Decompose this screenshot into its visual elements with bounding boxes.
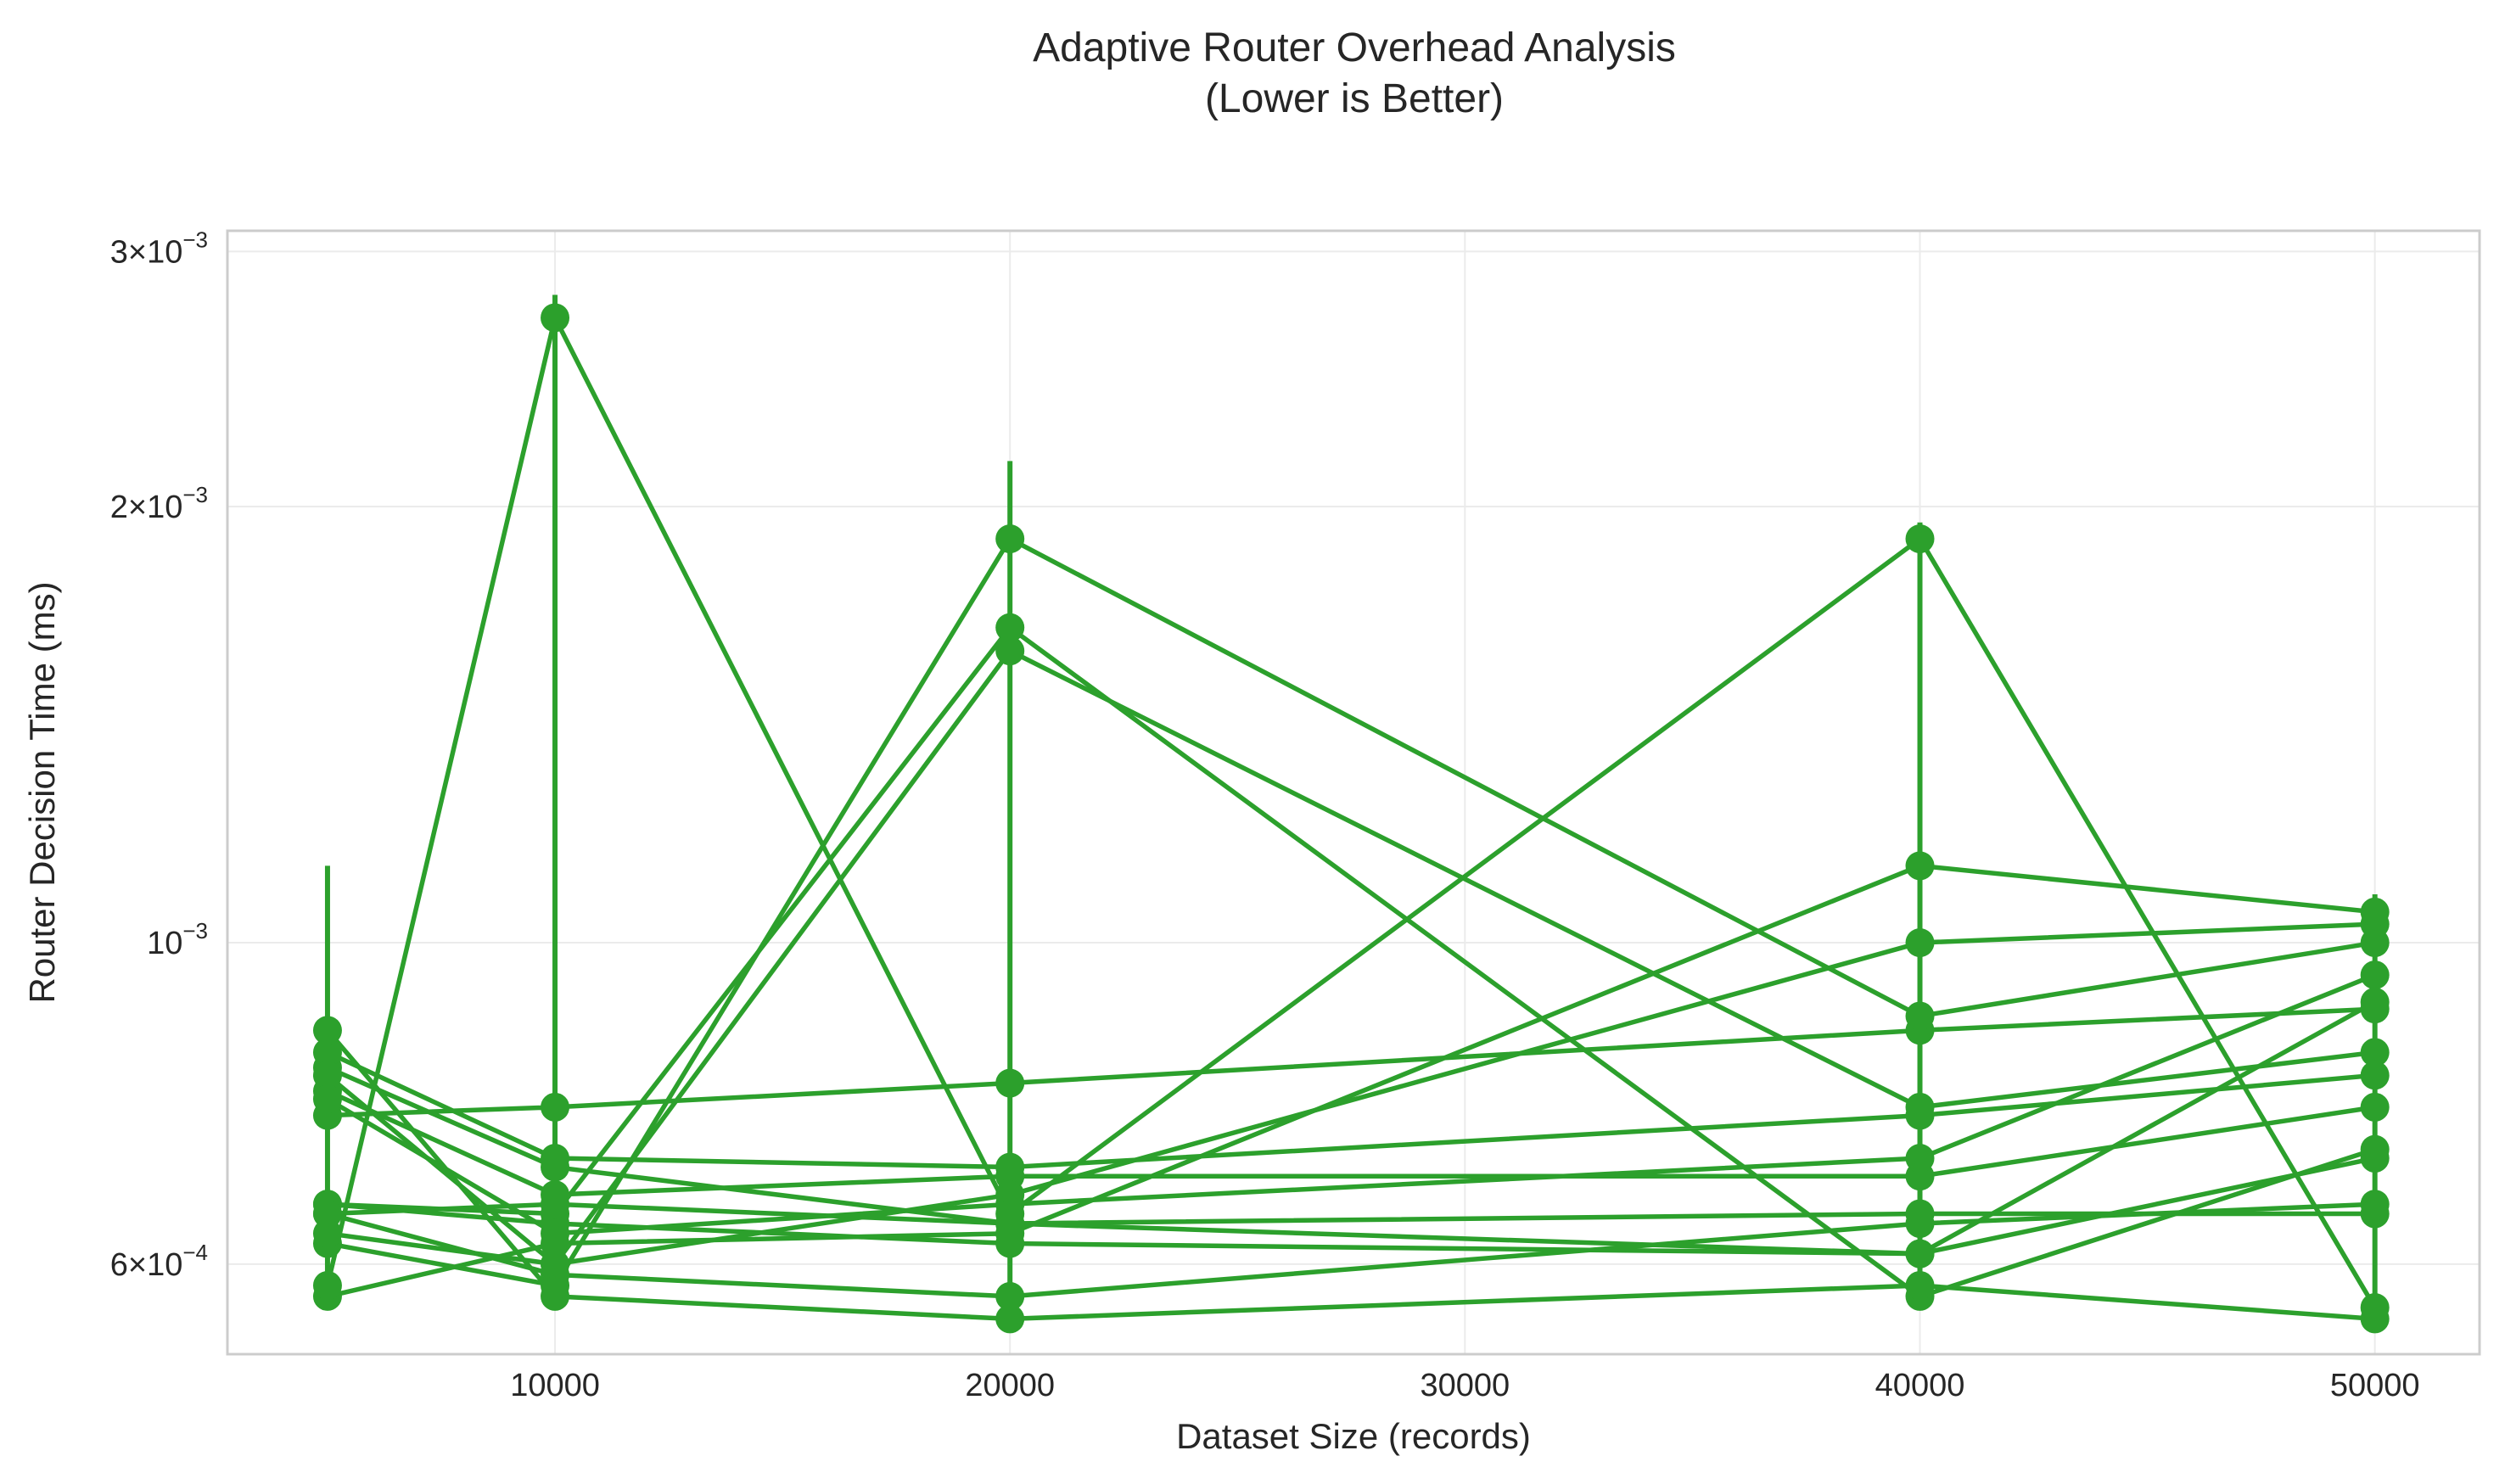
- chart-title: Adaptive Router Overhead Analysis (Lower …: [1033, 25, 1676, 121]
- data-point: [541, 1271, 570, 1301]
- data-point: [312, 1084, 342, 1114]
- data-point: [995, 1068, 1025, 1098]
- y-axis-label: Router Decision Time (ms): [22, 581, 62, 1003]
- x-axis-label: Dataset Size (records): [1176, 1416, 1531, 1456]
- data-point: [2360, 897, 2390, 927]
- y-tick-label: 10−3: [147, 918, 208, 961]
- data-point: [1905, 1239, 1935, 1268]
- data-point: [2360, 1061, 2390, 1090]
- data-point: [1905, 524, 1935, 554]
- data-point: [541, 1144, 570, 1173]
- data-point: [541, 1229, 570, 1258]
- x-tick-label: 40000: [1875, 1368, 1965, 1403]
- data-point: [312, 1218, 342, 1248]
- data-point: [312, 1271, 342, 1301]
- x-tick-label: 20000: [965, 1368, 1055, 1403]
- data-point: [995, 636, 1025, 666]
- data-point: [995, 524, 1025, 554]
- marker-layer: [312, 303, 2390, 1334]
- data-point: [1905, 1092, 1935, 1122]
- data-point: [2360, 1199, 2390, 1229]
- data-point: [2360, 1293, 2390, 1323]
- tick-labels: 10000 20000 30000 40000 50000 6×10−4 10−3 2×10−…: [110, 227, 2420, 1403]
- data-point: [312, 1016, 342, 1045]
- data-point: [541, 1249, 570, 1279]
- data-point: [1905, 851, 1935, 881]
- data-point: [2360, 994, 2390, 1024]
- data-point: [541, 1092, 570, 1122]
- data-point: [1905, 1144, 1935, 1173]
- data-point: [1905, 928, 1935, 958]
- y-tick-label: 3×10−3: [110, 227, 208, 270]
- y-tick-label: 2×10−3: [110, 482, 208, 525]
- data-point: [312, 1038, 342, 1067]
- data-point: [2360, 1038, 2390, 1067]
- x-tick-label: 30000: [1421, 1368, 1510, 1403]
- data-point: [995, 1199, 1025, 1229]
- data-point: [541, 1180, 570, 1210]
- plot-frame: [226, 229, 2481, 1356]
- data-point: [995, 1152, 1025, 1182]
- data-point: [2360, 960, 2390, 990]
- data-point: [2360, 1134, 2390, 1164]
- data-point: [995, 613, 1025, 642]
- data-point: [2360, 1092, 2390, 1122]
- data-point: [1905, 1001, 1935, 1031]
- data-point: [1905, 1271, 1935, 1301]
- x-tick-label: 10000: [510, 1368, 600, 1403]
- y-tick-label: 6×10−4: [110, 1240, 208, 1283]
- data-point: [995, 1281, 1025, 1311]
- data-point: [1905, 1199, 1935, 1229]
- data-point: [312, 1061, 342, 1090]
- x-tick-label: 50000: [2330, 1368, 2420, 1403]
- data-point: [541, 303, 570, 333]
- data-point: [995, 1304, 1025, 1334]
